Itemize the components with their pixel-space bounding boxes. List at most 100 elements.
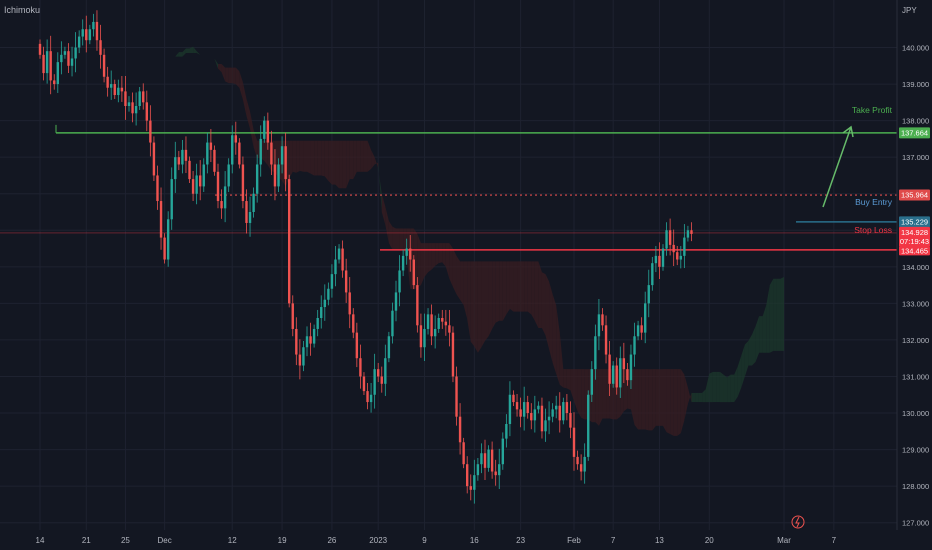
cloud-segment xyxy=(495,261,500,323)
candle xyxy=(337,244,341,264)
candle xyxy=(309,322,312,356)
candle xyxy=(206,132,209,174)
cloud-segment xyxy=(488,261,493,337)
cloud-segment xyxy=(752,326,756,366)
candle-body xyxy=(665,230,668,249)
candle xyxy=(444,309,448,336)
candle-body xyxy=(113,84,116,96)
cloud-segment xyxy=(527,261,532,315)
candle xyxy=(95,10,99,51)
candle-body xyxy=(458,416,462,443)
trade-levels xyxy=(0,124,897,251)
candle-body xyxy=(391,310,394,337)
lightning-icon[interactable] xyxy=(791,515,805,529)
candle-body xyxy=(181,149,184,165)
candle xyxy=(530,403,533,430)
candle-body xyxy=(273,164,277,187)
cloud-segment xyxy=(424,243,429,277)
candle-body xyxy=(56,62,59,85)
cloud-segment xyxy=(324,140,329,181)
candle-body xyxy=(316,318,319,329)
candle-body xyxy=(597,314,601,337)
svg-text:134.928: 134.928 xyxy=(901,228,928,237)
candle-body xyxy=(88,29,92,41)
candle-body xyxy=(377,369,380,377)
candle xyxy=(295,317,298,366)
candle xyxy=(594,324,597,380)
cloud-segment xyxy=(367,140,372,172)
candle xyxy=(558,392,561,433)
candle xyxy=(644,291,647,344)
candle xyxy=(686,225,690,242)
candle-body xyxy=(501,438,504,465)
candle xyxy=(579,454,583,481)
x-tick-label: Mar xyxy=(777,536,791,545)
cloud-segment xyxy=(463,261,468,319)
cloud-segment xyxy=(328,140,332,185)
cloud-segment xyxy=(663,369,667,433)
candle xyxy=(106,66,109,97)
candle xyxy=(498,448,501,489)
candle xyxy=(131,92,134,123)
candle-body xyxy=(676,252,679,260)
candle xyxy=(284,132,287,192)
candle xyxy=(238,138,241,169)
cloud-segment xyxy=(534,261,539,329)
candle-body xyxy=(515,402,519,410)
candle xyxy=(42,46,45,81)
time-axis[interactable]: 14 21 25 Dec 12 19 26 2023 9 16 23 Feb 7 13 20 Mar 7 xyxy=(36,536,837,545)
cloud-segment xyxy=(214,58,218,69)
cloud-segment xyxy=(762,305,767,353)
candle xyxy=(540,397,544,439)
candle-body xyxy=(67,51,70,66)
candle xyxy=(38,39,42,59)
candle-body xyxy=(647,285,650,304)
candle xyxy=(138,86,141,110)
cloud-segment xyxy=(371,149,375,170)
candle xyxy=(647,269,650,318)
grid xyxy=(0,0,897,530)
candle xyxy=(291,295,294,337)
indicator-label[interactable]: Ichimoku xyxy=(4,5,40,15)
candle-body xyxy=(480,453,483,465)
candle xyxy=(231,125,234,174)
cloud-segment xyxy=(228,67,233,84)
candle-body xyxy=(206,142,209,165)
candle-body xyxy=(305,336,309,348)
candle xyxy=(391,302,394,344)
cloud-segment xyxy=(727,374,731,403)
candle-body xyxy=(359,358,362,377)
candle xyxy=(166,211,170,267)
candle xyxy=(690,222,693,242)
candle xyxy=(70,46,74,77)
cloud-segment xyxy=(253,129,258,159)
candle xyxy=(469,474,472,501)
cloud-segment xyxy=(684,374,688,421)
y-tick-label: 139.000 xyxy=(902,80,929,89)
cloud-segment xyxy=(321,140,325,177)
candle-body xyxy=(241,164,245,202)
candle-body xyxy=(134,106,138,114)
annotations xyxy=(822,125,854,208)
candle-body xyxy=(327,288,330,300)
cloud-segment xyxy=(460,261,464,306)
cloud-segment xyxy=(363,140,368,172)
candle xyxy=(288,174,291,308)
cloud-segment xyxy=(670,369,674,436)
candle-body xyxy=(583,456,586,472)
x-tick-label: 19 xyxy=(278,536,287,545)
candle-body xyxy=(320,307,323,318)
candle xyxy=(633,322,636,367)
svg-text:135.229: 135.229 xyxy=(901,218,928,227)
candle xyxy=(191,171,195,201)
candle xyxy=(433,315,437,349)
target-arrow xyxy=(822,126,852,208)
cloud-segment xyxy=(630,369,635,425)
candle xyxy=(49,35,52,95)
candle-body xyxy=(195,175,198,194)
candle xyxy=(587,390,590,461)
candle xyxy=(263,116,266,143)
candle-body xyxy=(526,402,529,414)
cloud-segment xyxy=(431,243,436,270)
